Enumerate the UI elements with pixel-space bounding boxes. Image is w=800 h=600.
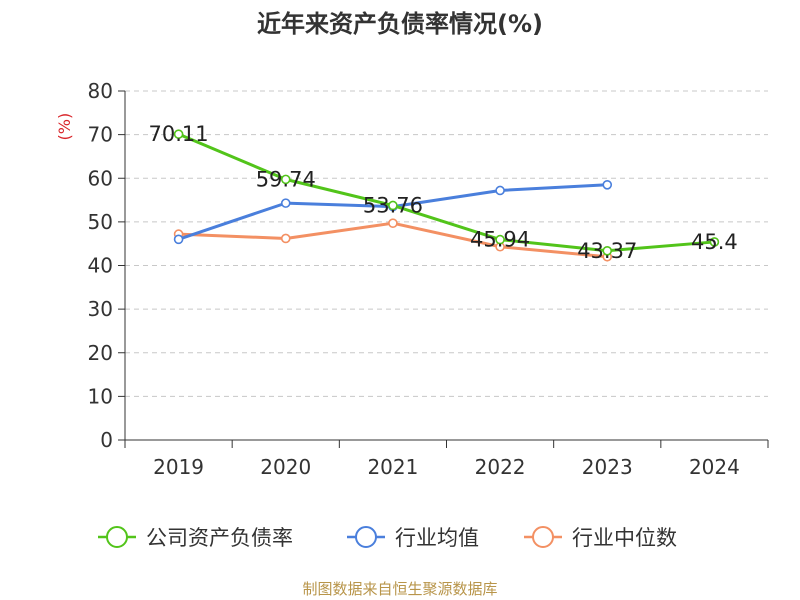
legend-marker <box>532 526 554 548</box>
y-tick-label: 50 <box>88 210 113 234</box>
legend-item[interactable]: 行业均值 <box>347 526 479 550</box>
source-note: 制图数据来自恒生聚源数据库 <box>302 580 498 598</box>
y-tick-label: 60 <box>88 166 113 190</box>
grid-lines <box>125 90 768 397</box>
data-point <box>173 234 184 245</box>
series-line <box>178 221 608 259</box>
y-axis-label: (%) <box>55 113 74 141</box>
y-tick-label: 20 <box>88 341 113 365</box>
legend-marker <box>106 526 128 548</box>
data-label: 45.94 <box>470 228 530 252</box>
x-tick-label: 2023 <box>582 455 633 479</box>
data-label: 70.11 <box>149 122 209 146</box>
chart-title: 近年来资产负债率情况(%) <box>257 10 543 38</box>
series-line <box>177 132 715 253</box>
data-label: 59.74 <box>256 167 316 191</box>
legend-item[interactable]: 行业中位数 <box>524 526 677 550</box>
y-tick-label: 80 <box>88 79 113 103</box>
data-point <box>602 179 613 190</box>
legend-label: 行业均值 <box>395 526 479 550</box>
data-point <box>709 237 720 247</box>
legend-item[interactable]: 公司资产负债率 <box>98 526 293 550</box>
y-tick-label: 40 <box>88 254 113 278</box>
data-point <box>280 198 291 208</box>
x-tick-label: 2020 <box>260 455 311 479</box>
data-point <box>495 185 505 196</box>
legend-marker <box>355 526 377 548</box>
data-label: 53.76 <box>363 193 423 217</box>
y-tick-label: 10 <box>88 384 113 408</box>
y-tick-label: 70 <box>88 123 113 147</box>
data-point <box>388 218 398 228</box>
data-point <box>388 200 398 211</box>
data-label: 45.4 <box>691 230 738 254</box>
data-point <box>280 174 291 185</box>
data-point <box>280 233 291 244</box>
data-point <box>602 245 613 256</box>
legend[interactable]: 公司资产负债率 行业均值 行业中位数 <box>98 526 677 550</box>
data-labels: 70.11 59.74 53.76 45.94 43.37 45.4 <box>149 122 738 263</box>
x-tick-label: 2022 <box>475 455 526 479</box>
data-point <box>173 129 184 139</box>
x-tick-label: 2019 <box>153 455 204 479</box>
axes: 0 10 20 30 40 50 60 70 80 2019 2020 2021 2022 2023 202… <box>55 79 769 479</box>
series-lines <box>173 129 720 262</box>
legend-label: 行业中位数 <box>572 526 677 550</box>
y-tick-label: 0 <box>100 428 113 452</box>
x-tick-label: 2021 <box>367 455 418 479</box>
data-point <box>495 234 505 245</box>
y-tick-label: 30 <box>88 297 113 321</box>
x-tick-label: 2024 <box>689 455 740 479</box>
legend-label: 公司资产负债率 <box>146 526 293 550</box>
data-label: 43.37 <box>577 239 637 263</box>
